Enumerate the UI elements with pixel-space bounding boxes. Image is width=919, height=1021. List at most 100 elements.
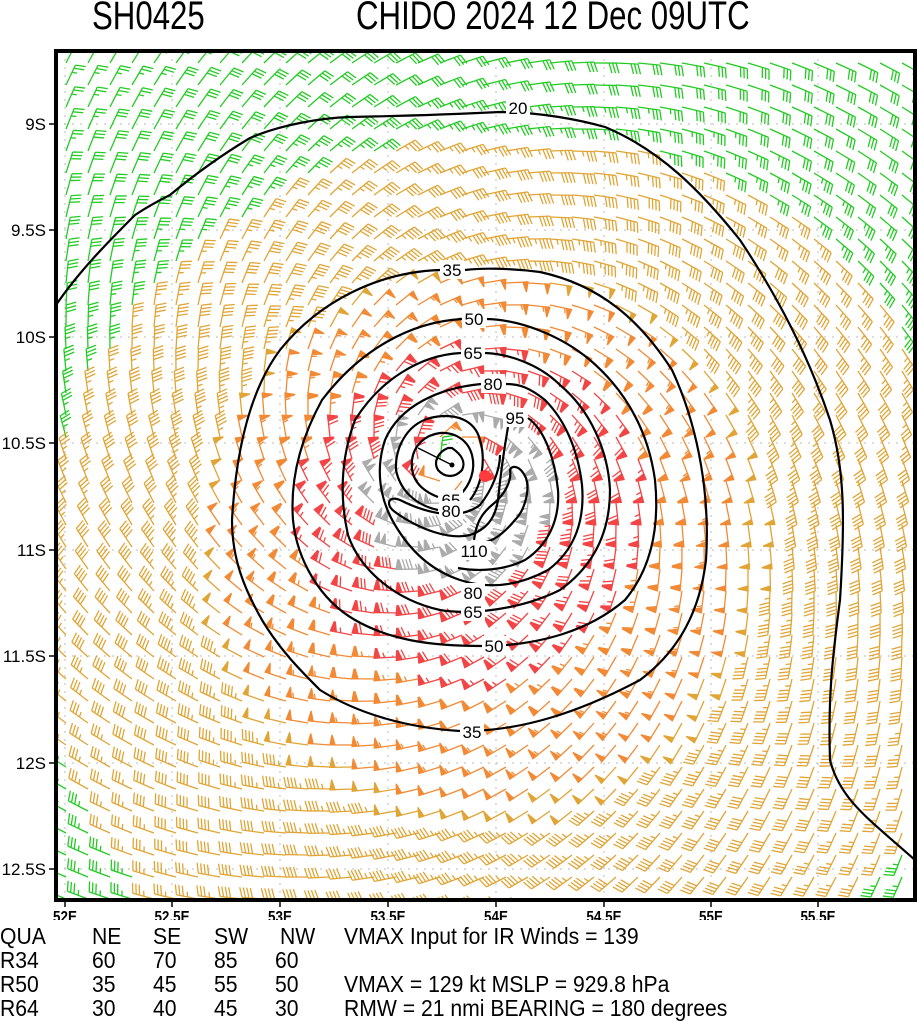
wind-barb (799, 679, 814, 702)
wind-barb (228, 525, 242, 547)
wind-barb (616, 173, 639, 187)
wind-barb (836, 261, 852, 285)
wind-barb (110, 131, 129, 151)
wind-barb (770, 327, 785, 352)
wind-barb (836, 217, 853, 240)
wind-barb (112, 769, 132, 789)
wind-barb (814, 283, 830, 308)
wind-barb (330, 244, 354, 261)
wind-barb (868, 657, 880, 681)
wind-barb (462, 679, 484, 689)
wind-barb (888, 723, 902, 746)
wind-barb (154, 239, 170, 261)
wind-barb (836, 283, 851, 308)
wind-barb (330, 93, 356, 107)
contour-label: 80 (464, 584, 483, 603)
wind-barb (374, 671, 396, 681)
wind-barb (158, 657, 176, 679)
wind-barb (107, 367, 117, 393)
wind-barb (683, 745, 704, 764)
wind-barb (330, 690, 352, 701)
wind-barb (462, 788, 484, 798)
wind-barb (326, 868, 352, 879)
wind-barb (594, 393, 610, 414)
wind-barb (154, 324, 165, 349)
wind-barb (506, 305, 528, 315)
wind-barb (616, 217, 638, 233)
wind-barb (352, 159, 378, 173)
wind-barb (220, 347, 231, 371)
wind-barb (200, 704, 220, 723)
wind-barb (620, 657, 638, 677)
wind-barb (616, 85, 640, 97)
wind-barb (668, 613, 682, 634)
x-tick-label: 55E (699, 909, 723, 920)
x-tick-label: 54.5E (586, 909, 621, 920)
wind-barb (308, 71, 334, 85)
wind-barb (52, 587, 66, 613)
wind-barb (264, 91, 288, 107)
wind-barb (330, 667, 352, 679)
wind-barb (396, 806, 418, 816)
wind-barb (484, 415, 505, 429)
wind-barb (183, 544, 198, 569)
wind-barb (638, 217, 659, 234)
wind-barb (638, 195, 659, 211)
wind-barb (484, 745, 506, 756)
wind-barb (440, 296, 462, 306)
wind-barb (298, 459, 308, 481)
wind-barb (792, 107, 812, 126)
wind-barb (641, 701, 660, 720)
r50-sw: 55 (214, 972, 238, 996)
wind-barb (286, 70, 311, 85)
wind-barb (682, 437, 692, 459)
wind-barb (594, 261, 615, 277)
wind-barb (396, 627, 418, 638)
wind-barb (154, 884, 176, 899)
wind-barb (858, 151, 876, 173)
x-tick-label: 53E (268, 909, 292, 920)
wind-barb (619, 701, 638, 720)
wind-barb (356, 506, 375, 525)
wind-barb (63, 367, 73, 393)
wind-barb (264, 199, 286, 217)
wind-barb (242, 177, 264, 195)
wind-barb (595, 745, 616, 762)
wind-barb (220, 111, 243, 129)
wind-barb (720, 503, 730, 525)
wind-barb (883, 877, 902, 897)
wind-barb (618, 723, 638, 741)
wind-barb (90, 769, 110, 789)
wind-barb (88, 217, 103, 239)
wind-barb (71, 655, 88, 679)
wind-barb (305, 801, 330, 811)
wind-barb (748, 151, 768, 170)
wind-barb (374, 738, 396, 748)
wind-barb (92, 678, 110, 701)
wind-barb (330, 757, 352, 767)
wind-barb (374, 139, 400, 151)
wind-barb (660, 217, 681, 235)
wind-barb (223, 616, 242, 635)
wind-barb (87, 324, 97, 349)
wind-barb (374, 161, 400, 173)
wind-barb (484, 657, 506, 670)
contour-label: 35 (463, 723, 482, 742)
wind-barb (638, 151, 661, 166)
wind-barb (264, 284, 282, 305)
wind-barb (198, 67, 221, 85)
wind-barb (305, 778, 330, 789)
wind-barb (198, 132, 220, 151)
wind-barb (440, 809, 462, 819)
wind-barb (871, 591, 881, 616)
wind-barb (613, 877, 638, 892)
wind-barb (659, 833, 682, 850)
wind-barb (597, 657, 616, 676)
wind-barb (883, 855, 902, 875)
wind-barb (462, 144, 489, 155)
wind-barb (817, 811, 836, 831)
wind-barb (726, 107, 747, 124)
wind-barb (638, 85, 662, 98)
wind-barb (858, 305, 872, 330)
wind-barb (90, 791, 110, 811)
